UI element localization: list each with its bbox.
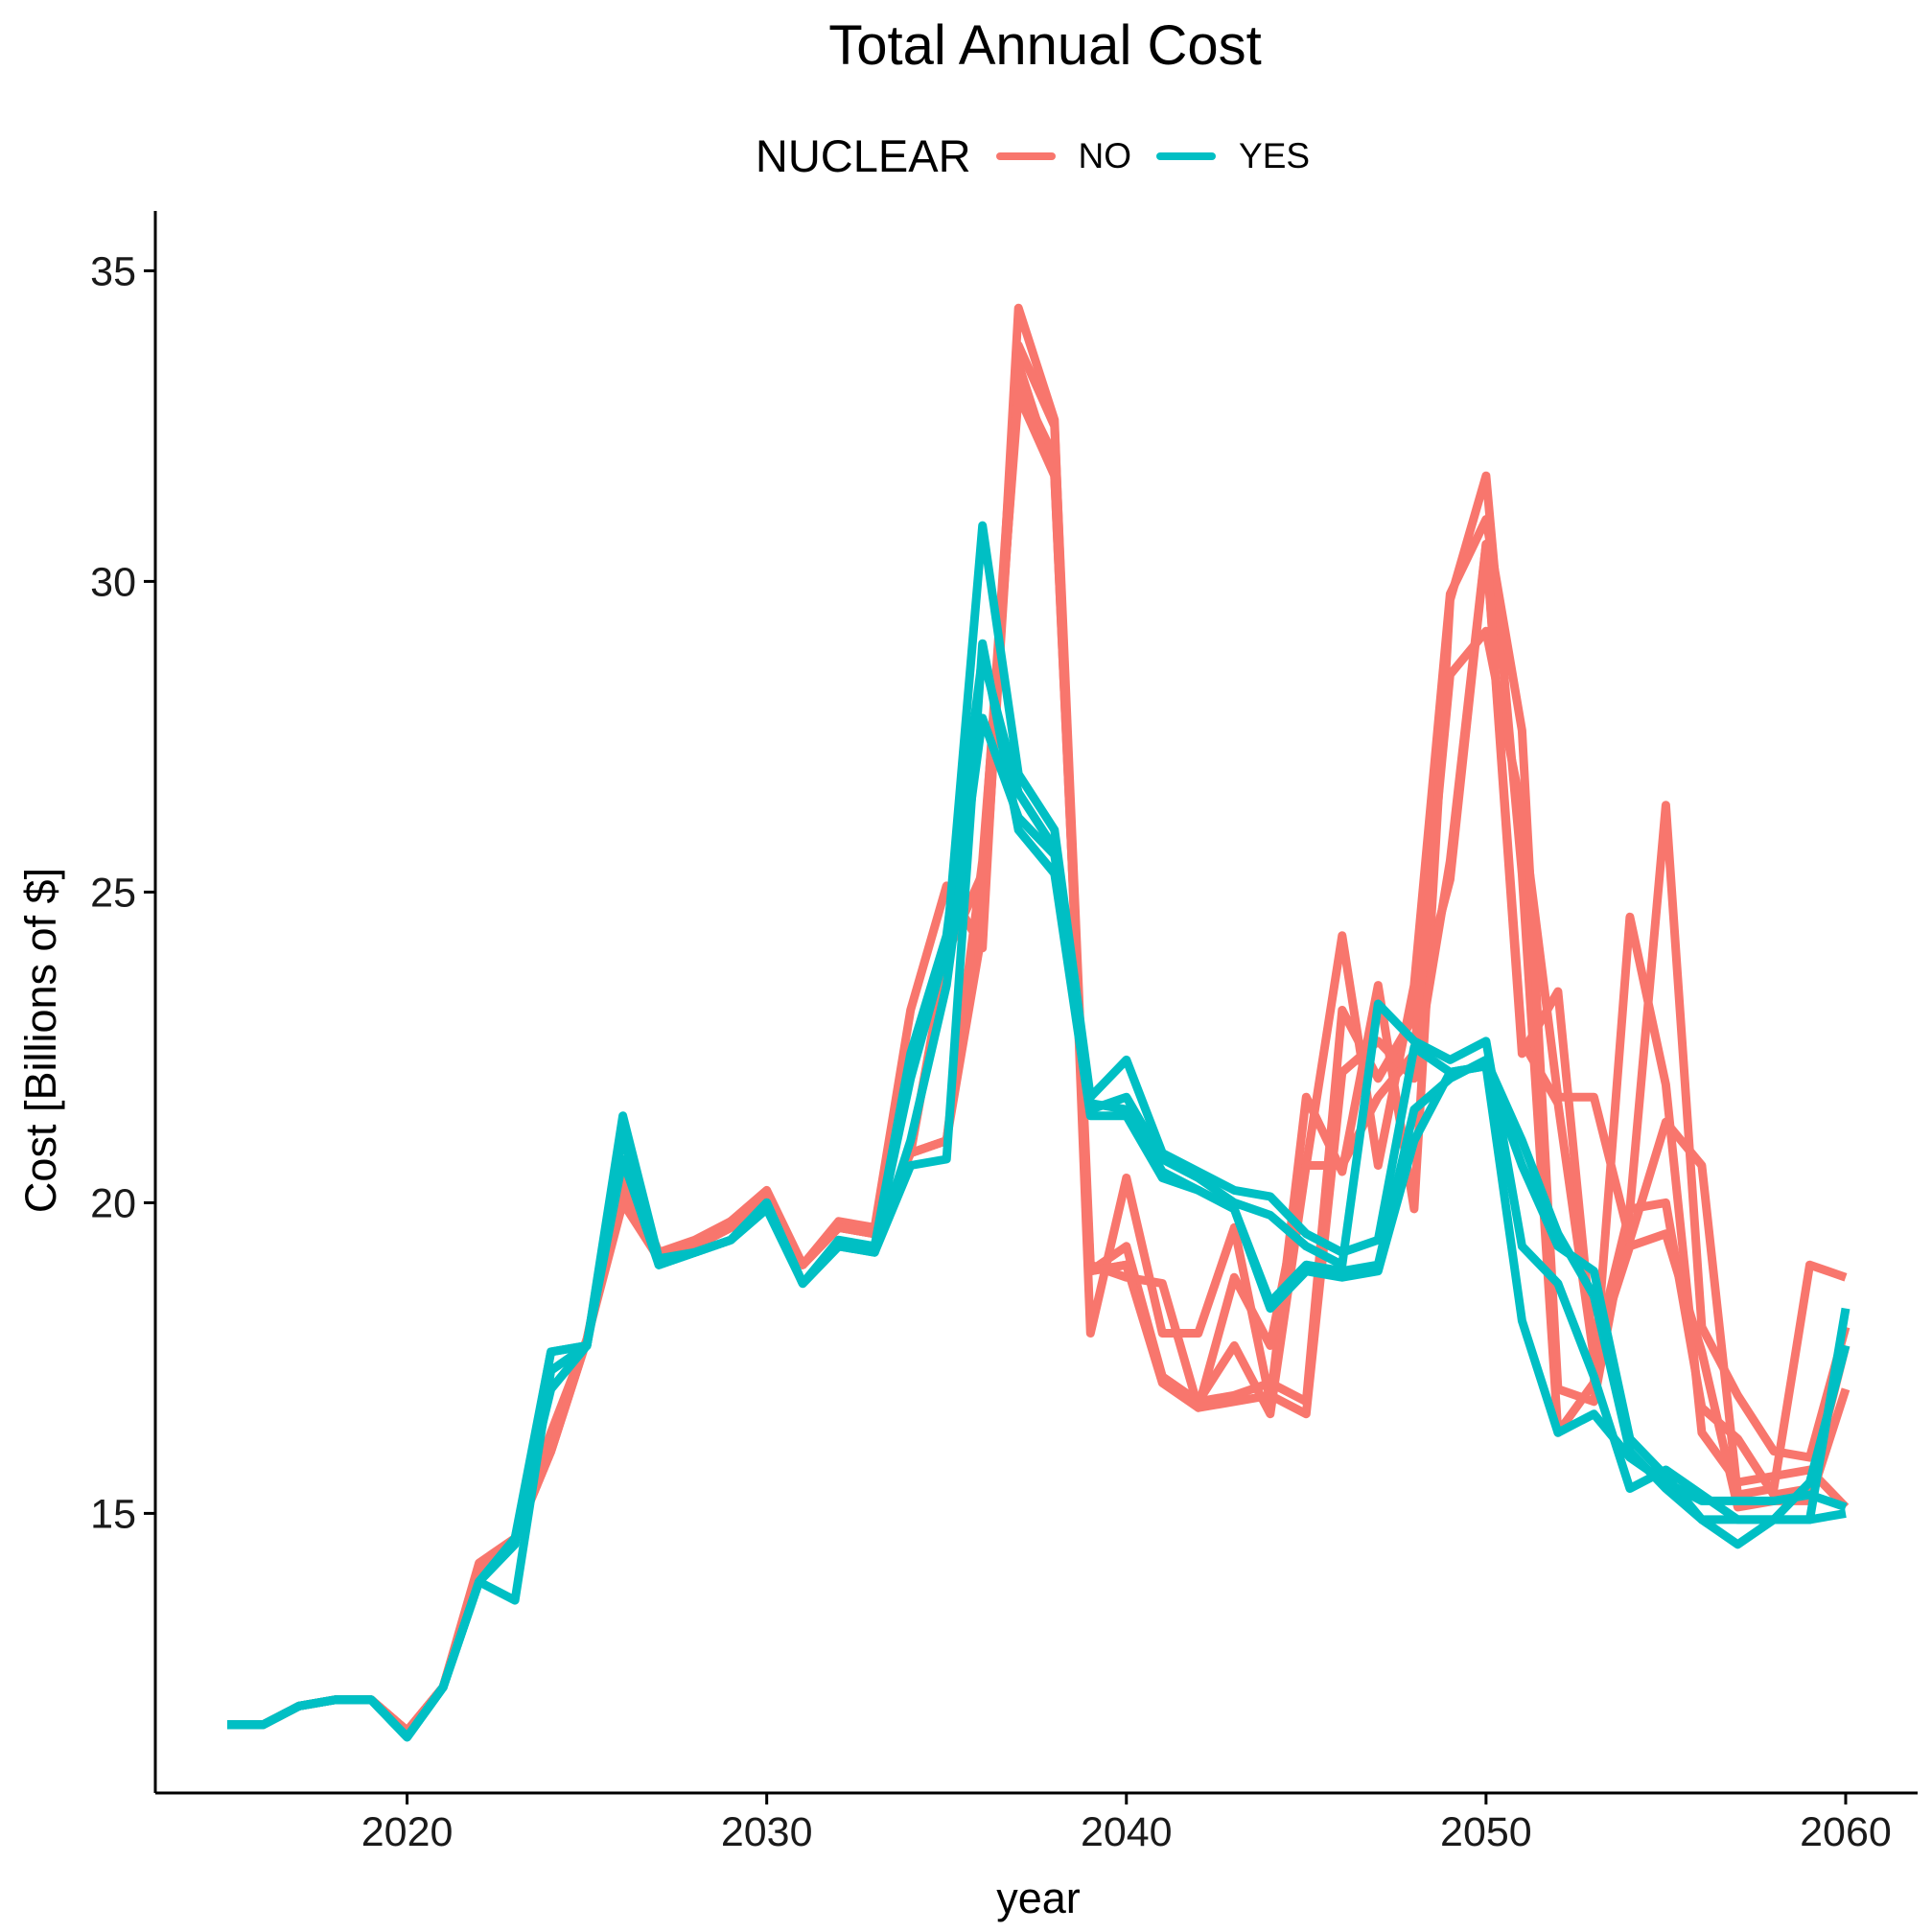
series-line-no-2 [227, 340, 1851, 1735]
chart-title: Total Annual Cost [828, 14, 1262, 77]
series-line-yes-7 [227, 651, 1851, 1742]
y-tick-label-35: 35 [90, 248, 136, 294]
axes-layer: 15 20 25 30 35 2020 2030 2040 2050 2060 [90, 211, 1918, 1855]
legend-item-no: NO [995, 135, 1132, 176]
x-tick-label-2020: 2020 [361, 1809, 454, 1855]
x-tick-label-2030: 2030 [721, 1809, 813, 1855]
legend-title: NUCLEAR [755, 130, 971, 181]
x-tick-label-2040: 2040 [1081, 1809, 1173, 1855]
x-tick-label-2050: 2050 [1440, 1809, 1532, 1855]
legend-key-no [995, 151, 1056, 160]
series-line-no-1 [227, 303, 1850, 1735]
legend-item-yes: YES [1156, 136, 1310, 176]
series-line-no-5 [227, 390, 1851, 1735]
series-line-no-3 [227, 360, 1851, 1735]
y-axis-title: Cost [Billions of $] [16, 868, 65, 1213]
series-line-yes-9 [227, 713, 1851, 1742]
y-tick-label-30: 30 [90, 559, 136, 605]
y-tick-label-20: 20 [90, 1180, 136, 1226]
y-tick-label-25: 25 [90, 870, 136, 916]
series-layer [227, 303, 1851, 1742]
y-tick-label-15: 15 [90, 1491, 136, 1537]
x-axis-title: year [996, 1874, 1081, 1922]
legend-label-no: NO [1078, 135, 1132, 175]
series-line-no-4 [227, 378, 1848, 1735]
legend: NUCLEAR NO YES [0, 129, 1932, 182]
legend-key-yes [1156, 151, 1217, 160]
x-tick-label-2060: 2060 [1800, 1809, 1892, 1855]
legend-label-yes: YES [1239, 135, 1311, 175]
